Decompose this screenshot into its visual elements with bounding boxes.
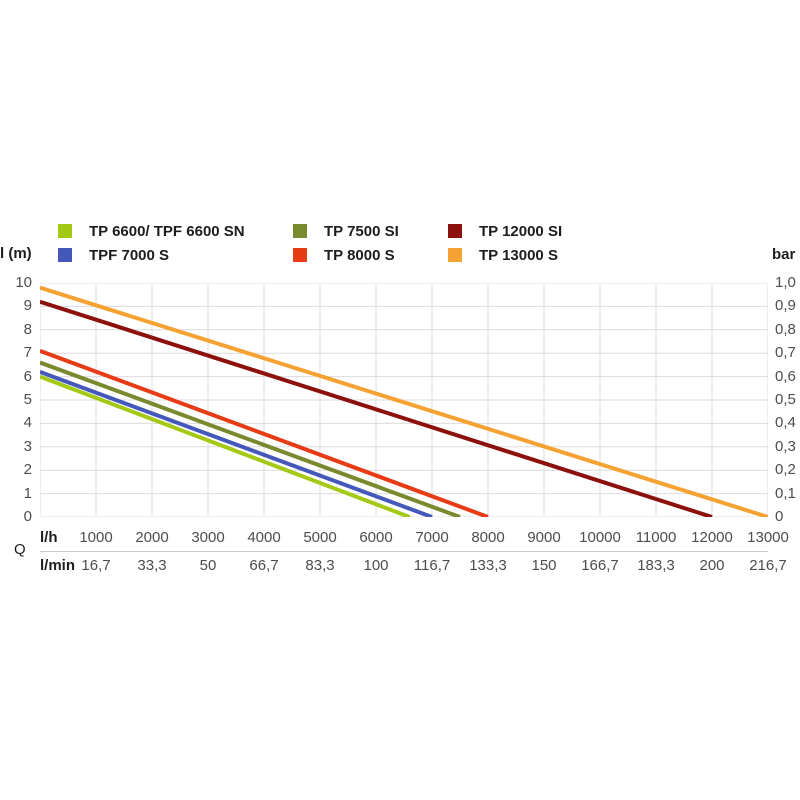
y-tick-label-right: 1,0 [775,274,796,291]
x-tick-label: 83,3 [305,557,335,574]
x-tick-label: 1000 [79,529,113,546]
legend-column: TP 6600/ TPF 6600 SN TPF 7000 S [58,219,245,267]
y-tick-label-left: 1 [23,484,32,502]
y-tick-label-right: 0,8 [775,320,796,338]
y-tick-label-right: 0,3 [775,437,796,455]
y-tick-label-left: 4 [23,414,32,432]
x-tick-label: 10000 [579,529,621,546]
y-tick-label-left: 10 [15,274,32,291]
legend-swatch [448,224,462,238]
x-axis-unit: l/h [40,529,58,546]
x-tick-label: 4000 [247,529,281,546]
x-tick-label: 11000 [635,529,677,546]
x-tick-label: 16,7 [81,557,111,574]
legend-label: TP 7500 SI [324,222,399,240]
plot-area [40,283,768,517]
x-tick-label: 133,3 [469,557,507,574]
x-tick-label: 9000 [527,529,561,546]
series-line-tpf-7000-s [40,370,433,517]
x-axis-row-divider [40,551,768,552]
x-tick-label: 5000 [303,529,337,546]
y-tick-label-left: 3 [23,437,32,455]
legend-column: TP 7500 SI TP 8000 S [293,219,399,267]
legend-swatch [58,224,72,238]
x-tick-label: 100 [363,557,389,574]
y-tick-label-right: 0,1 [775,484,796,502]
x-axis-unit: l/min [40,557,76,574]
x-tick-label: 150 [531,557,557,574]
x-tick-label: 13000 [747,529,789,546]
series-line-tp-13000-s [40,285,768,517]
x-tick-label: 2000 [135,529,169,546]
x-axis-title: Q [14,541,26,558]
y-tick-label-right: 0,7 [775,344,796,362]
y-tick-label-left: 6 [23,367,32,385]
y-tick-label-right: 0 [775,508,784,525]
legend-swatch [293,224,307,238]
x-tick-label: 6000 [359,529,393,546]
legend-label: TPF 7000 S [89,246,170,264]
y-tick-label-left: 7 [23,344,32,362]
series-line-tp-6600-tpf-6600-sn [40,374,411,517]
y-tick-label-left: 5 [23,391,32,408]
x-tick-label: 50 [199,557,217,574]
legend-item: TP 6600/ TPF 6600 SN [58,219,245,243]
x-tick-label: 166,7 [581,557,619,574]
series-line-tp-7500-si [40,360,461,517]
x-tick-label: 183,3 [637,557,675,574]
legend-swatch [293,248,307,262]
y-tick-label-left: 8 [23,320,32,338]
y-axis-left-title: l (m) [0,245,32,262]
series-line-tp-8000-s [40,348,489,517]
legend-item: TP 7500 SI [293,219,399,243]
x-tick-label: 33,3 [137,557,167,574]
y-tick-label-right: 0,9 [775,297,796,315]
legend-item: TP 13000 S [448,243,562,267]
legend-swatch [58,248,72,262]
legend-label: TP 13000 S [479,246,558,264]
x-tick-label: 66,7 [249,557,279,574]
legend-label: TP 12000 SI [479,222,563,240]
x-tick-label: 200 [699,557,725,574]
x-tick-label: 216,7 [749,557,787,574]
x-tick-label: 7000 [415,529,449,546]
x-tick-label: 8000 [471,529,505,546]
y-tick-label-right: 0,5 [775,391,796,408]
series-line-tp-12000-si [40,299,713,517]
legend-swatch [448,248,462,262]
y-tick-label-left: 9 [23,297,32,315]
y-tick-label-right: 0,2 [775,461,796,479]
x-tick-label: 3000 [191,529,225,546]
x-tick-label: 116,7 [413,557,451,574]
y-tick-label-right: 0,6 [775,367,796,385]
legend-item: TP 8000 S [293,243,399,267]
legend-label: TP 6600/ TPF 6600 SN [89,222,245,240]
legend-column: TP 12000 SI TP 13000 S [448,219,562,267]
y-axis-right-title: bar [772,246,796,263]
legend-item: TPF 7000 S [58,243,245,267]
legend-label: TP 8000 S [324,246,395,264]
y-tick-label-left: 0 [23,508,32,525]
y-tick-label-right: 0,4 [775,414,796,432]
legend-item: TP 12000 SI [448,219,562,243]
y-tick-label-left: 2 [23,461,32,479]
x-tick-label: 12000 [691,529,733,546]
